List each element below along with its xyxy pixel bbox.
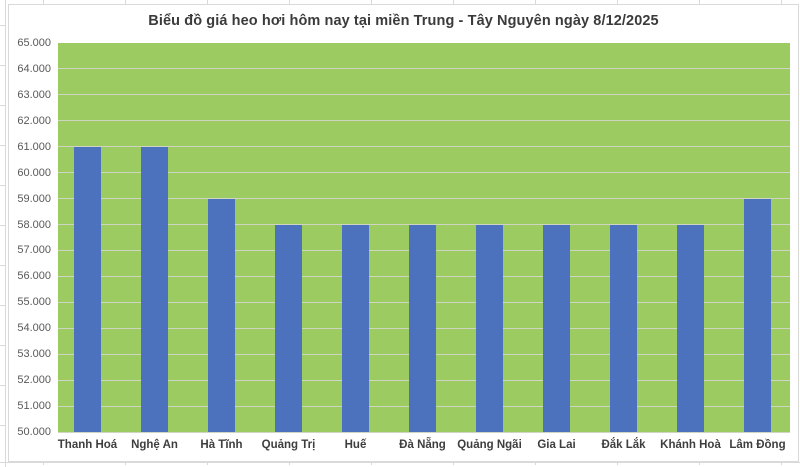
x-axis-category-label: Nghệ An [131, 439, 178, 451]
y-axis-tick-label: 51.000 [17, 400, 51, 413]
chart-bar[interactable] [677, 224, 704, 432]
worksheet-cell-boundary [0, 65, 6, 66]
chart-bar[interactable] [342, 224, 369, 432]
x-axis-category-label: Gia Lai [537, 439, 576, 451]
worksheet-cell-boundary [5, 0, 6, 467]
worksheet-cell-boundary [371, 460, 372, 465]
chart-bar[interactable] [610, 224, 637, 432]
y-axis-tick-label: 61.000 [17, 140, 51, 153]
y-axis-tick-label: 53.000 [17, 348, 51, 361]
chart-bar[interactable] [74, 146, 101, 432]
worksheet-cell-boundary [43, 0, 44, 4]
x-axis-category-label: Quảng Ngãi [457, 439, 522, 451]
worksheet-cell-boundary [371, 0, 372, 4]
x-axis-category-label: Thanh Hoá [57, 439, 118, 451]
gridline [58, 198, 790, 200]
chart-bar[interactable] [141, 146, 168, 432]
worksheet-cell-boundary [0, 425, 6, 426]
y-axis-tick-label: 50.000 [17, 426, 51, 438]
gridline [58, 431, 790, 433]
x-axis-category-label: Hà Tĩnh [200, 439, 243, 451]
worksheet-cell-boundary [617, 460, 618, 465]
x-axis-category-label: Huế [344, 439, 367, 451]
worksheet-cell-boundary [0, 25, 6, 26]
x-axis-category-label: Quảng Trị [261, 439, 316, 451]
worksheet-cell-boundary [0, 385, 6, 386]
x-axis-category-label: Khánh Hoà [660, 439, 721, 451]
worksheet-cell-boundary [699, 0, 700, 4]
worksheet-cell-boundary [535, 0, 536, 4]
y-axis-tick-label: 60.000 [17, 166, 51, 179]
chart-bar[interactable] [208, 198, 235, 432]
y-axis-tick-label: 59.000 [17, 192, 51, 205]
gridline [58, 172, 790, 174]
chart-bar[interactable] [744, 198, 771, 432]
worksheet-cell-boundary [0, 265, 6, 266]
worksheet-cell-boundary [289, 460, 290, 465]
worksheet-cell-boundary [207, 460, 208, 465]
worksheet-cell-boundary [781, 0, 782, 4]
gridline [58, 120, 790, 122]
chart-area[interactable]: Biểu đồ giá heo hơi hôm nay tại miền Tru… [8, 4, 799, 462]
y-axis-tick-label: 58.000 [17, 218, 51, 231]
gridline [58, 94, 790, 96]
y-axis-tick-label: 54.000 [17, 322, 51, 335]
worksheet-cell-boundary [0, 345, 6, 346]
worksheet-cell-boundary [0, 185, 6, 186]
worksheet-cell-boundary [289, 0, 290, 4]
worksheet-cell-boundary [125, 0, 126, 4]
worksheet-cell-boundary [535, 460, 536, 465]
worksheet-cell-boundary [699, 460, 700, 465]
gridline [58, 146, 790, 148]
x-axis-category-label: Lâm Đồng [729, 439, 786, 451]
worksheet-cell-boundary [0, 225, 6, 226]
worksheet-cell-boundary [0, 145, 6, 146]
worksheet-cell-boundary [125, 460, 126, 465]
worksheet-cell-boundary [0, 305, 6, 306]
gridline [58, 224, 790, 226]
chart-bar[interactable] [409, 224, 436, 432]
x-axis-category-label: Đà Nẵng [399, 439, 446, 451]
y-axis-tick-label: 62.000 [17, 114, 51, 127]
y-axis-tick-label: 55.000 [17, 296, 51, 309]
gridline [58, 68, 790, 70]
worksheet-cell-boundary [0, 105, 6, 106]
worksheet-cell-boundary [207, 0, 208, 4]
y-axis-tick-label: 52.000 [17, 374, 51, 387]
chart-bar[interactable] [476, 224, 503, 432]
chart-bar[interactable] [275, 224, 302, 432]
y-axis-tick-label: 64.000 [17, 62, 51, 75]
worksheet-cell-boundary [0, 462, 800, 463]
x-axis-category-label: Đắk Lắk [601, 439, 646, 451]
chart-bar[interactable] [543, 224, 570, 432]
worksheet-cell-boundary [453, 460, 454, 465]
y-axis-tick-label: 65.000 [17, 37, 51, 49]
y-axis-tick-label: 57.000 [17, 244, 51, 257]
worksheet-cell-boundary [453, 0, 454, 4]
y-axis-tick-label: 56.000 [17, 270, 51, 283]
plot-area[interactable] [58, 43, 790, 433]
chart-title: Biểu đồ giá heo hơi hôm nay tại miền Tru… [148, 13, 659, 29]
worksheet-cell-boundary [617, 0, 618, 4]
worksheet-cell-boundary [781, 460, 782, 465]
worksheet-cell-boundary [43, 460, 44, 465]
y-axis-tick-label: 63.000 [17, 88, 51, 101]
